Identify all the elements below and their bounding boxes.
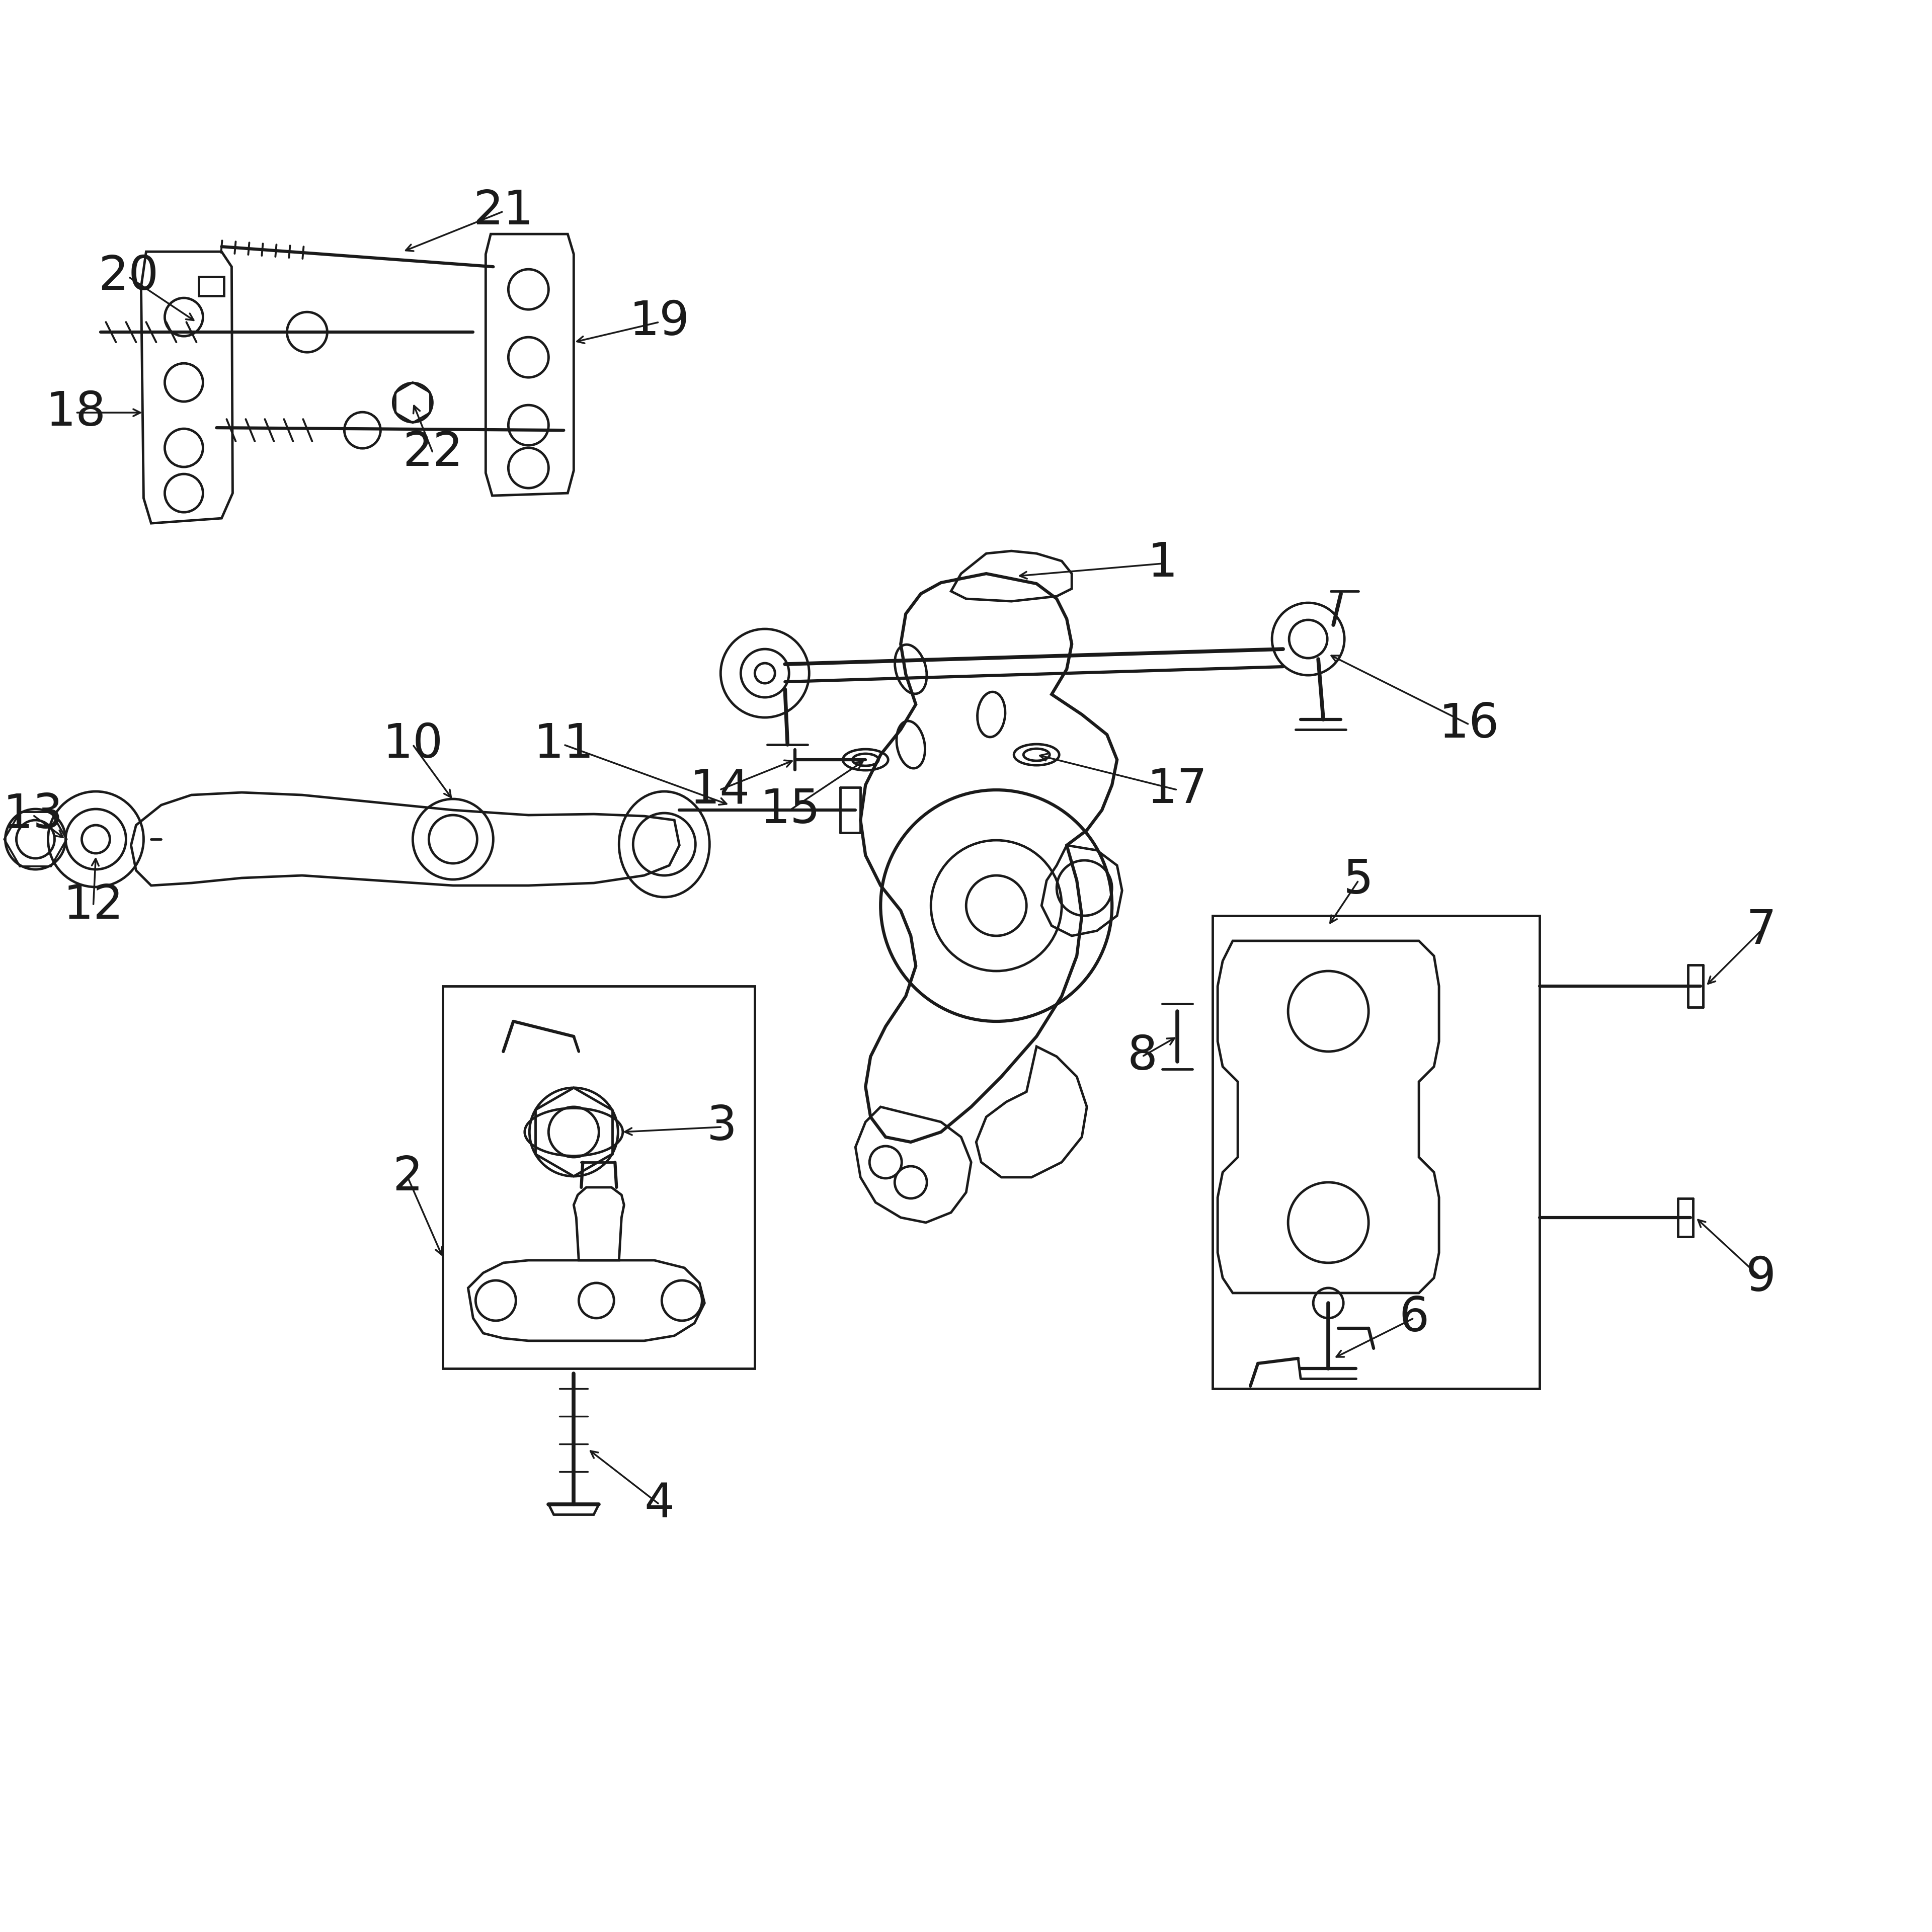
Text: 7: 7 — [1747, 908, 1776, 954]
Text: 17: 17 — [1148, 767, 1208, 813]
Bar — [1213, 916, 1540, 1389]
Text: 12: 12 — [64, 883, 124, 929]
Text: 19: 19 — [630, 299, 690, 346]
Text: 5: 5 — [1343, 858, 1374, 904]
Bar — [199, 276, 224, 296]
Text: 14: 14 — [690, 767, 750, 813]
Text: 15: 15 — [759, 786, 821, 833]
Text: 13: 13 — [2, 792, 64, 838]
Text: 20: 20 — [99, 253, 158, 299]
Bar — [442, 985, 755, 1368]
Text: 16: 16 — [1439, 701, 1499, 748]
Text: 18: 18 — [46, 390, 106, 437]
Text: 10: 10 — [383, 721, 442, 767]
Text: 2: 2 — [392, 1153, 423, 1200]
Text: 4: 4 — [643, 1482, 674, 1528]
Text: 9: 9 — [1747, 1254, 1776, 1300]
Text: 6: 6 — [1399, 1294, 1430, 1341]
Text: 22: 22 — [402, 429, 464, 475]
Text: 8: 8 — [1126, 1034, 1157, 1080]
Text: 11: 11 — [533, 721, 593, 767]
Text: 1: 1 — [1148, 541, 1177, 587]
Text: 3: 3 — [707, 1103, 738, 1150]
Text: 21: 21 — [473, 187, 533, 234]
